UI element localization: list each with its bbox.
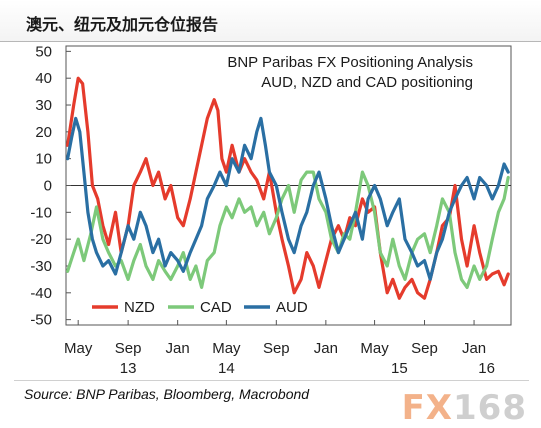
y-tick-label: -20 [30,231,52,248]
y-tick-label: 30 [35,97,52,114]
x-tick-label: May [360,340,389,357]
y-tick-label: 50 [35,43,52,60]
year-label: 14 [218,360,235,377]
y-tick-label: 20 [35,124,52,141]
legend-label-cad: CAD [200,299,232,316]
x-tick-label: May [64,340,93,357]
chart-title: BNP Paribas FX Positioning Analysis [227,54,473,71]
year-labels: 13 14 15 16 [120,360,495,377]
y-tick-label: 40 [35,70,52,87]
fx168-watermark: FX168 [401,388,527,428]
y-tick-label: -10 [30,204,52,221]
y-tick-label: 0 [44,178,52,195]
y-axis-ticks: 50 40 30 20 10 0 -10 -20 -30 -40 -50 [30,43,71,329]
x-tick-label: Sep [411,340,438,357]
x-tick-label: Sep [115,340,142,357]
year-label: 15 [391,360,408,377]
y-tick-label: -30 [30,258,52,275]
x-tick-label: May [212,340,241,357]
series-line-cad [66,170,510,289]
footer-divider [14,380,529,381]
series-line-aud [66,116,510,281]
chart-subtitle: AUD, NZD and CAD positioning [261,74,473,91]
series-lines [66,76,510,300]
x-tick-label: Sep [263,340,290,357]
legend-label-nzd: NZD [124,299,155,316]
year-label: 13 [120,360,137,377]
y-tick-label: -40 [30,285,52,302]
legend-label-aud: AUD [276,299,308,316]
x-tick-label: Jan [166,340,190,357]
x-tick-label: Jan [314,340,338,357]
report-header: 澳元、纽元及加元仓位报告 [0,0,541,42]
x-tick-label: Jan [462,340,486,357]
year-label: 16 [478,360,495,377]
report-title: 澳元、纽元及加元仓位报告 [26,15,219,34]
header-divider [0,41,541,42]
y-tick-label: 10 [35,151,52,168]
source-note: Source: BNP Paribas, Bloomberg, Macrobon… [24,386,310,402]
x-axis-ticks: May Sep Jan May Sep Jan May Sep Jan [64,320,486,357]
chart-legend: NZD CAD AUD [92,299,308,316]
y-tick-label: -50 [30,312,52,329]
